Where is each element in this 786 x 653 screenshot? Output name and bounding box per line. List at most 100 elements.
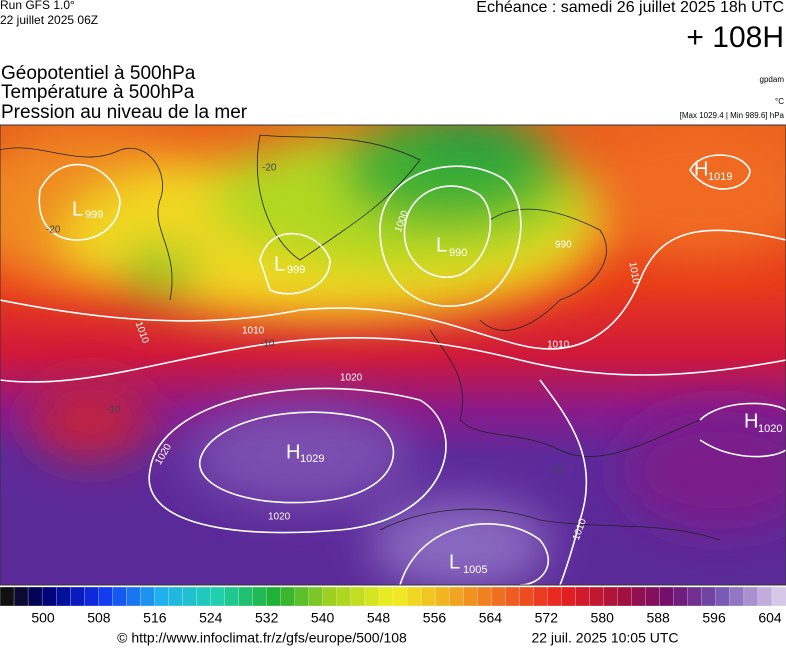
colorbar-swatch: [238, 586, 254, 607]
layer-title: Pression au niveau de la mer: [1, 102, 248, 123]
colorbar-swatch: [617, 586, 633, 607]
colorbar-swatch: [168, 586, 184, 607]
isobar-label: 1010: [626, 261, 641, 285]
colorbar-swatch: [392, 586, 408, 607]
center-value: 1019: [708, 171, 732, 183]
layer-title: Géopotentiel à 500hPa: [1, 63, 196, 84]
colorbar-swatch: [322, 586, 338, 607]
isobar-label: 1020: [340, 373, 363, 384]
unit: gpdam: [760, 75, 785, 84]
colorbar-swatch: [140, 586, 156, 607]
colorbar-swatch: [463, 586, 478, 607]
colorbar-swatch: [448, 586, 464, 607]
colorbar-label: 516: [143, 610, 167, 626]
center-value: 999: [85, 209, 103, 221]
colorbar-label: 564: [479, 610, 503, 626]
colorbar-label: 524: [199, 610, 223, 626]
colorbar-label: 588: [646, 610, 670, 626]
colorbar-swatch: [771, 586, 786, 607]
colorbar-swatch: [645, 586, 661, 607]
temperature-label: -10: [548, 465, 563, 476]
center-letter: L: [449, 551, 460, 573]
isobar-label: 1010: [242, 326, 265, 337]
colorbar-swatch: [701, 586, 717, 607]
temperature-label: -20: [262, 163, 277, 174]
colorbar-swatch: [27, 586, 43, 607]
colorbar-swatch: [70, 586, 85, 607]
colorbar-swatch: [364, 586, 380, 607]
colorbar-swatch: [210, 586, 226, 607]
colorbar-swatch: [673, 586, 689, 607]
isobar-label: 1010: [547, 340, 570, 351]
colorbar-swatch: [154, 586, 170, 607]
colorbar-label: 532: [255, 610, 279, 626]
valid-time: Echéance : samedi 26 juillet 2025 18h UT…: [476, 0, 784, 16]
colorbar-swatch: [98, 586, 113, 607]
colorbar-swatch: [13, 586, 29, 607]
layer-title: Température à 500hPa: [1, 82, 195, 103]
center-letter: H: [286, 441, 300, 463]
source: © http://www.infoclimat.fr/z/gfs/europe/…: [117, 630, 407, 646]
colorbar-swatch: [224, 586, 240, 607]
colorbar-swatch: [434, 586, 450, 607]
center-letter: H: [694, 158, 708, 180]
colorbar-swatch: [294, 586, 310, 607]
run: Run GFS 1.0°: [0, 0, 75, 12]
colorbar-swatch: [715, 586, 731, 607]
colorbar-label: 508: [87, 610, 111, 626]
colorbar-swatch: [406, 586, 422, 607]
colorbar-swatch: [491, 586, 506, 607]
temperature-label: -20: [46, 225, 61, 236]
isobar-label: 990: [555, 240, 572, 251]
colorbar-swatch: [561, 586, 577, 607]
colorbar-swatch: [420, 586, 436, 607]
colorbar-label: 548: [367, 610, 391, 626]
colorbar: 500 508 516 524 532 540 548 556 564 572 580 588 596 6…: [0, 586, 786, 626]
colorbar-swatch: [350, 586, 366, 607]
colorbar-swatch: [126, 586, 142, 607]
colorbar-swatch: [84, 586, 99, 607]
colorbar-swatch: [336, 586, 352, 607]
center-letter: L: [72, 198, 83, 220]
colorbar-label: 604: [758, 610, 782, 626]
colorbar-swatch: [252, 586, 268, 607]
colorbar-label: 540: [311, 610, 335, 626]
colorbar-swatch: [687, 586, 703, 607]
temperature-label: -10: [260, 339, 275, 350]
colorbar-swatch: [603, 586, 619, 607]
colorbar-swatch: [631, 586, 647, 607]
colorbar-swatch: [757, 586, 773, 607]
unit: °C: [775, 97, 784, 106]
colorbar-swatch: [0, 586, 15, 607]
colorbar-label: 556: [423, 610, 447, 626]
colorbar-swatch: [112, 586, 127, 607]
colorbar-label: 572: [535, 610, 559, 626]
colorbar-swatch: [547, 586, 563, 607]
colorbar-swatch: [743, 586, 759, 607]
center-value: 990: [449, 247, 467, 259]
colorbar-swatch: [533, 586, 549, 607]
colorbar-swatch: [266, 586, 282, 607]
center-letter: H: [744, 410, 758, 432]
colorbar-swatch: [589, 586, 605, 607]
center-value: 1005: [463, 564, 487, 576]
colorbar-swatch: [196, 586, 212, 607]
generated: 22 juil. 2025 10:05 UTC: [531, 630, 678, 646]
center-value: 1020: [758, 423, 782, 435]
center-value: 1029: [300, 453, 324, 465]
colorbar-swatch: [41, 586, 57, 607]
colorbar-swatch: [729, 586, 745, 607]
colorbar-swatch: [505, 586, 520, 607]
temperature-label: -10: [106, 405, 121, 416]
colorbar-swatch: [378, 586, 394, 607]
colorbar-label: 596: [702, 610, 726, 626]
colorbar-swatch: [519, 586, 535, 607]
colorbar-swatch: [477, 586, 492, 607]
center-letter: L: [436, 234, 447, 256]
center-letter: L: [274, 253, 285, 275]
map: L 999 L 999 L 990 H 1019 H 1029 H 1020 L…: [0, 125, 786, 585]
colorbar-label: 580: [591, 610, 615, 626]
colorbar-label: 500: [31, 610, 55, 626]
colorbar-swatch: [575, 586, 591, 607]
